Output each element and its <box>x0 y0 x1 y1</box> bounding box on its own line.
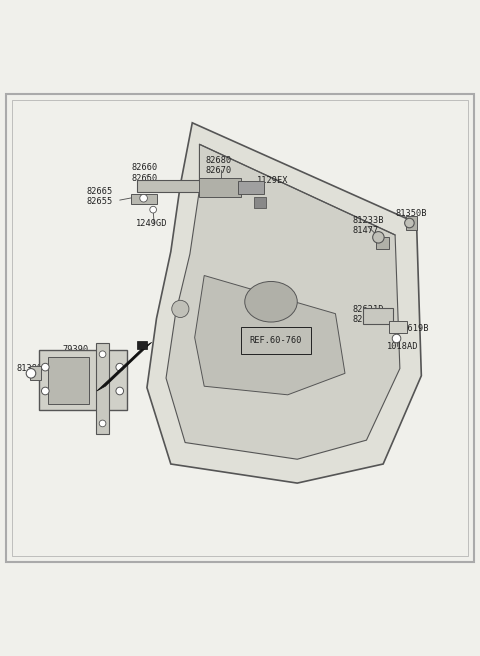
Text: 1125DL
1125DA: 1125DL 1125DA <box>74 391 106 410</box>
Bar <box>131 194 157 204</box>
Polygon shape <box>97 342 152 391</box>
Circle shape <box>172 300 189 318</box>
Bar <box>30 366 40 380</box>
Polygon shape <box>166 144 400 459</box>
Bar <box>96 343 109 434</box>
Circle shape <box>116 363 123 371</box>
Bar <box>376 237 389 249</box>
Text: 82660
82650: 82660 82650 <box>132 163 158 182</box>
Bar <box>38 350 127 410</box>
Bar <box>389 321 407 333</box>
Bar <box>363 308 393 324</box>
Polygon shape <box>254 197 266 208</box>
Bar <box>137 341 147 350</box>
Circle shape <box>99 351 106 358</box>
Bar <box>238 181 264 194</box>
Text: 82619B: 82619B <box>397 325 429 333</box>
Circle shape <box>150 206 156 213</box>
Text: 81350B: 81350B <box>395 209 427 218</box>
Text: 81233B
81477: 81233B 81477 <box>352 216 384 235</box>
Circle shape <box>405 218 414 228</box>
Text: 81389A: 81389A <box>17 364 48 373</box>
Bar <box>199 178 241 197</box>
Circle shape <box>372 232 384 243</box>
Circle shape <box>140 194 147 202</box>
Text: 82680
82670: 82680 82670 <box>205 156 232 175</box>
Text: 82665
82655: 82665 82655 <box>86 187 112 207</box>
Bar <box>48 357 89 404</box>
Text: REF.60-760: REF.60-760 <box>250 336 302 345</box>
Circle shape <box>26 369 36 378</box>
Ellipse shape <box>245 281 297 322</box>
Circle shape <box>392 334 401 343</box>
Polygon shape <box>147 123 421 483</box>
Text: 79390
79380A: 79390 79380A <box>60 344 91 364</box>
Text: 1129EX: 1129EX <box>257 176 288 184</box>
Bar <box>406 216 417 230</box>
Text: 1249GD: 1249GD <box>136 220 168 228</box>
Circle shape <box>99 420 106 427</box>
Bar <box>137 180 211 192</box>
Circle shape <box>116 387 123 395</box>
Circle shape <box>41 363 49 371</box>
Text: 1018AD: 1018AD <box>387 342 419 351</box>
Polygon shape <box>195 276 345 395</box>
Circle shape <box>41 387 49 395</box>
Text: 82621D
82611: 82621D 82611 <box>352 305 384 324</box>
